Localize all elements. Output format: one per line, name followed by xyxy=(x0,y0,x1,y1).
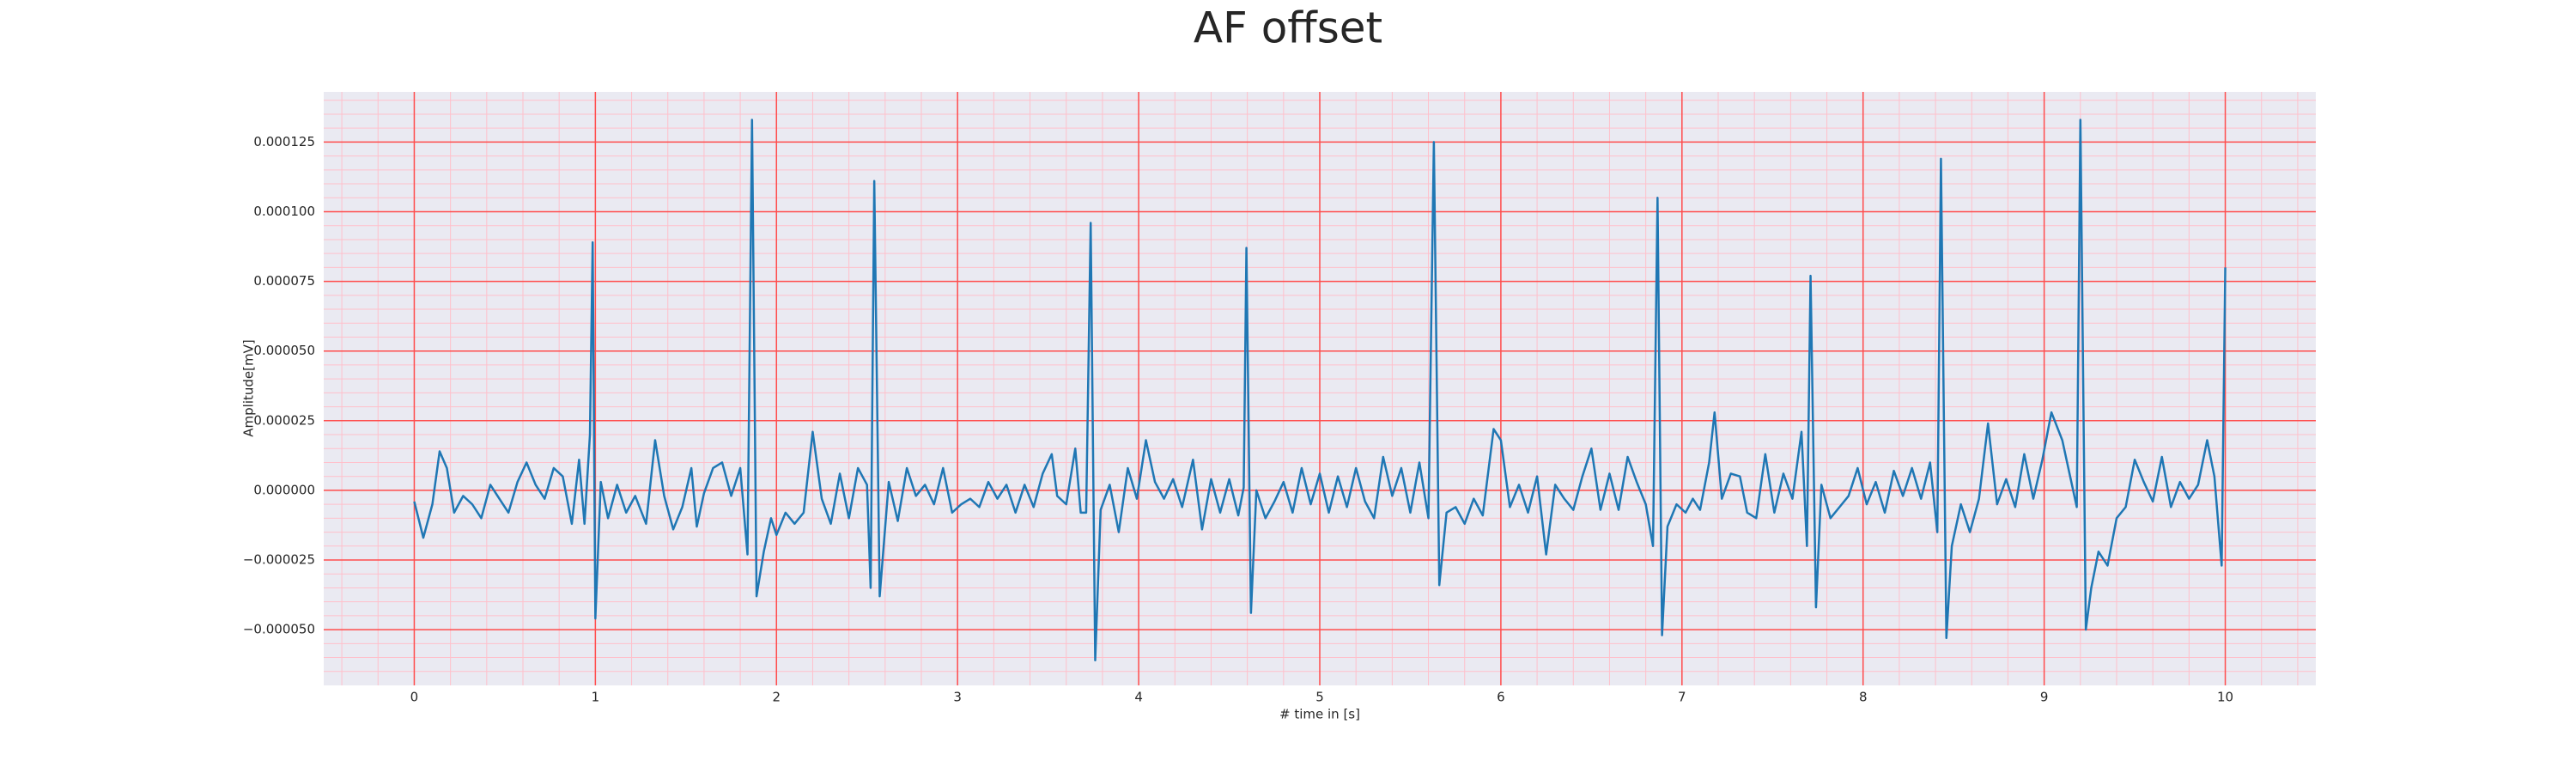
y-tick-label: 0.000025 xyxy=(253,412,315,428)
y-tick-label: 0.000075 xyxy=(253,273,315,289)
y-tick-label: 0.000050 xyxy=(253,343,315,358)
x-axis-label: # time in [s] xyxy=(1279,707,1360,722)
y-tick-label: −0.000025 xyxy=(243,552,315,568)
x-tick-label: 5 xyxy=(1315,690,1324,705)
chart-title: AF offset xyxy=(1194,3,1382,53)
signal-line xyxy=(413,119,2227,662)
x-tick-label: 1 xyxy=(592,690,600,705)
y-tick-label: 0.000000 xyxy=(253,482,315,497)
x-tick-label: 10 xyxy=(2217,690,2233,705)
x-tick-label: 7 xyxy=(1678,690,1686,705)
x-tick-label: 6 xyxy=(1497,690,1505,705)
x-tick-label: 0 xyxy=(410,690,419,705)
x-tick-label: 2 xyxy=(772,690,781,705)
x-tick-label: 3 xyxy=(953,690,962,705)
x-tick-label: 4 xyxy=(1134,690,1143,705)
x-tick-label: 8 xyxy=(1859,690,1868,705)
y-tick-label: 0.000125 xyxy=(253,134,315,149)
y-axis-label: Amplitude[mV] xyxy=(241,339,257,436)
y-tick-label: −0.000050 xyxy=(243,622,315,637)
x-tick-label: 9 xyxy=(2040,690,2049,705)
y-tick-label: 0.000100 xyxy=(253,204,315,219)
